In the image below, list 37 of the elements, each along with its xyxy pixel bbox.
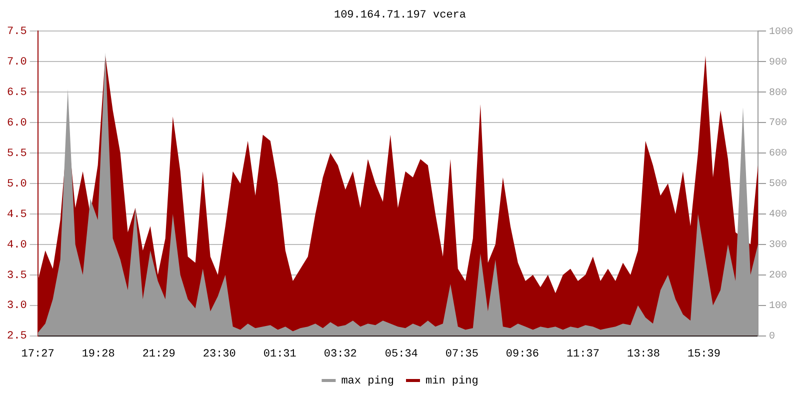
y-tick-label: 4.5 [6,208,27,221]
chart-title: 109.164.71.197 vcera [334,10,466,22]
y2-tick-label: 1000 [768,26,794,38]
x-tick-label: 09:36 [506,348,539,360]
y-tick-label: 4.0 [6,239,27,252]
x-tick-label: 11:37 [566,348,600,360]
x-tick-label: 01:31 [263,348,297,360]
x-tick-label: 13:38 [626,348,660,360]
x-tick-label: 03:32 [324,348,357,360]
y-tick-label: 7.5 [6,26,27,38]
y-tick-label: 6.5 [6,87,27,100]
y2-tick-label: 100 [768,300,788,312]
x-tick-label: 15:39 [687,348,720,360]
y2-tick-label: 800 [768,88,788,99]
legend-label: min ping [426,375,478,388]
y-tick-label: 3.5 [6,270,27,282]
x-tick-label: 17:27 [21,348,54,360]
x-tick-label: 21:29 [142,348,176,360]
legend-label: max ping [341,375,394,388]
y2-tick-label: 900 [768,57,788,68]
y-tick-label: 2.5 [6,330,27,343]
y2-tick-label: 200 [768,270,788,282]
y-tick-label: 3.0 [6,300,27,312]
y-tick-label: 7.0 [6,56,27,69]
y-tick-label: 5.5 [6,148,27,160]
y2-tick-label: 500 [768,179,788,190]
x-tick-label: 05:34 [384,348,418,360]
x-tick-label: 19:28 [82,348,115,360]
y-tick-label: 6.0 [6,117,27,130]
x-tick-label: 07:35 [445,348,478,360]
y-tick-label: 5.0 [6,178,27,190]
y2-tick-label: 300 [768,240,788,252]
y2-tick-label: 400 [768,210,788,221]
y2-tick-label: 0 [768,331,776,342]
y2-tick-label: 600 [768,148,788,160]
x-tick-label: 23:30 [202,348,236,360]
y2-tick-label: 700 [768,118,788,130]
